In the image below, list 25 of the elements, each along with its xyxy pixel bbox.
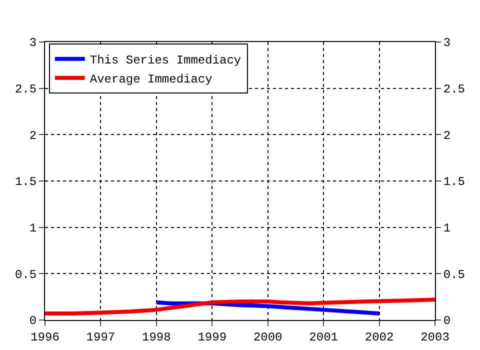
legend-label: This Series Immediacy [90,54,242,68]
y-tick-label: 0 [29,314,37,328]
x-tick-label: 1999 [198,330,227,344]
y-tick-label: 1.5 [14,175,37,190]
x-tick-label: 1998 [142,330,171,344]
y2-tick-label: 0 [443,314,451,328]
y2-tick-label: 3 [443,36,451,50]
y-tick-label: 3 [29,36,37,50]
y-tick-label: 2 [29,128,37,143]
y2-tick-label: 1 [443,222,451,236]
y2-tick-label: 2 [443,128,451,143]
x-tick-label: 2002 [364,330,394,344]
x-tick-label: 1997 [86,330,116,344]
y-tick-label: 0.5 [14,268,37,282]
x-tick-label: 2003 [420,330,450,344]
y2-tick-label: 2.5 [443,82,466,97]
y-tick-label: 1 [29,222,37,236]
x-tick-label: 1996 [30,330,60,344]
y2-tick-label: 0.5 [443,268,466,282]
x-tick-label: 2001 [309,330,338,344]
x-tick-label: 2000 [253,330,282,344]
line-series [45,298,435,316]
y2-tick-label: 1.5 [443,175,466,190]
legend-label: Average Immediacy [90,72,212,87]
y-tick-label: 2.5 [14,82,37,97]
